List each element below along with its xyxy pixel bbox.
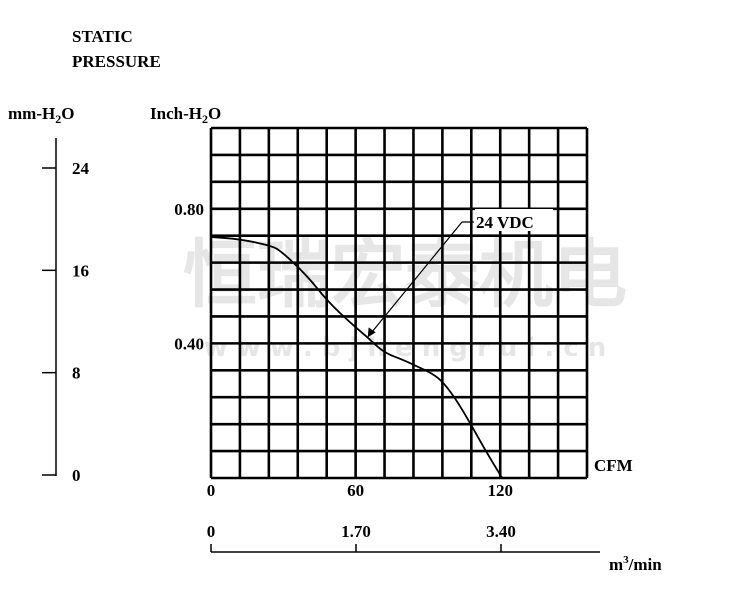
title-line-1: STATIC	[72, 27, 133, 46]
series-line-24vdc	[210, 236, 503, 479]
x-tick-label: 60	[347, 481, 364, 500]
annotation-arrowhead	[367, 327, 376, 338]
bottom-axis-label: m3/min	[609, 554, 662, 574]
grid	[209, 126, 589, 480]
series-layer: 24 VDC	[210, 209, 553, 479]
x-tick-label: 120	[487, 481, 513, 500]
tick-labels: 0 60 120 0.40 0.80	[174, 200, 513, 500]
left-axis-tick-label: 8	[72, 364, 81, 383]
bottom-axis-tick-label: 3.40	[486, 522, 516, 541]
annotation-arrow-line	[371, 221, 474, 333]
watermark-url: w w w . b j h e n g r u i . c n	[204, 333, 607, 363]
bottom-axis-tick-label: 1.70	[341, 522, 371, 541]
y-tick-label: 0.80	[174, 200, 204, 219]
left-axis-tick-label: 24	[72, 159, 90, 178]
annotation-label-bg	[475, 209, 553, 231]
x-axis-label: CFM	[594, 456, 633, 475]
x-tick-label: 0	[207, 481, 216, 500]
watermark-text: 恒瑞宏泰机电	[183, 232, 627, 318]
left-axis-label: mm-H2O	[8, 104, 74, 126]
watermark: 恒瑞宏泰机电 w w w . b j h e n g r u i . c n	[183, 232, 627, 363]
title-line-2: PRESSURE	[72, 52, 161, 71]
left-axis-tick-label: 0	[72, 466, 81, 485]
left-axis-tick-label: 16	[72, 261, 89, 280]
bottom-axis-tick-label: 0	[207, 522, 216, 541]
y-tick-label: 0.40	[174, 334, 204, 353]
annotation-label: 24 VDC	[476, 213, 534, 232]
y-axis-label: Inch-H2O	[150, 104, 221, 126]
left-axis: 0 8 16 24	[42, 138, 90, 485]
bottom-axis: 0 1.70 3.40	[207, 522, 600, 553]
